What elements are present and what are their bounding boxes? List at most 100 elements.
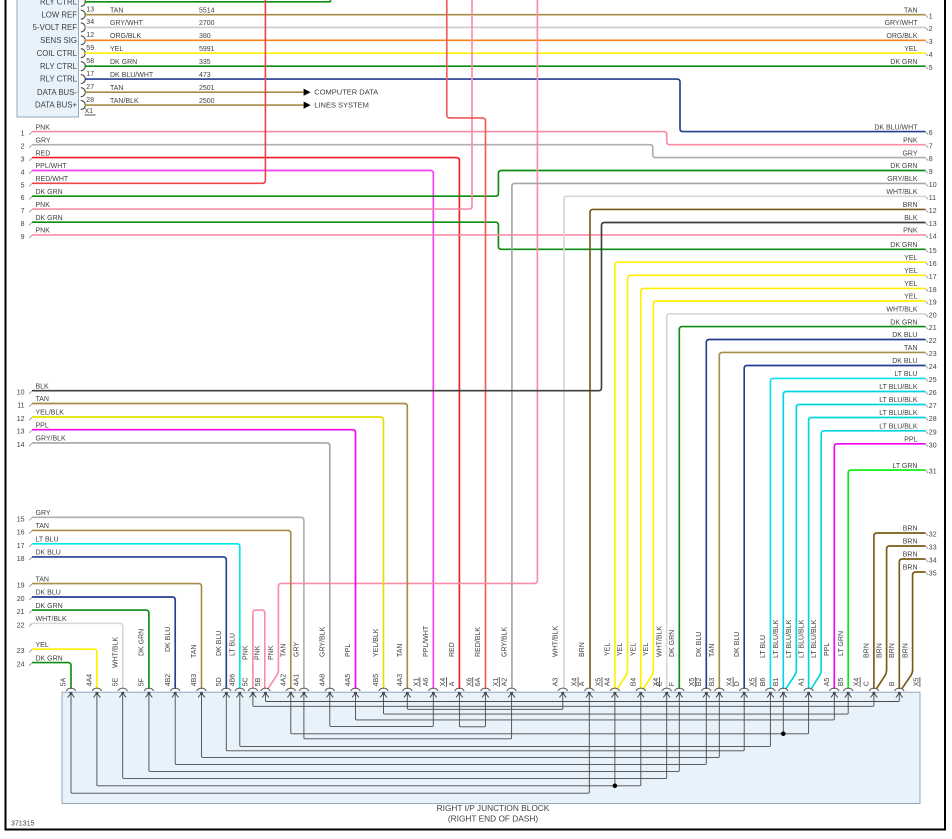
svg-text:YEL: YEL [904, 294, 917, 301]
svg-text:19: 19 [929, 300, 937, 307]
svg-text:LT BLU: LT BLU [894, 371, 917, 378]
svg-text:LOW REF: LOW REF [41, 10, 77, 19]
svg-text:28: 28 [86, 97, 94, 104]
svg-text:2501: 2501 [199, 85, 215, 92]
svg-text:X4: X4 [440, 678, 447, 687]
svg-text:PNK: PNK [36, 124, 51, 131]
svg-text:B4: B4 [631, 678, 638, 687]
svg-text:LT BLU/BLK: LT BLU/BLK [879, 424, 918, 431]
svg-text:5C: 5C [243, 677, 250, 686]
svg-text:13: 13 [86, 6, 94, 13]
svg-text:WHT/BLK: WHT/BLK [886, 307, 917, 314]
svg-text:A3: A3 [553, 678, 560, 687]
svg-text:TAN: TAN [110, 7, 123, 14]
svg-text:PNK: PNK [243, 645, 250, 660]
svg-text:17: 17 [17, 543, 25, 550]
svg-text:TAN: TAN [709, 644, 716, 657]
svg-text:X1: X1 [85, 108, 94, 115]
svg-text:11: 11 [929, 195, 936, 202]
svg-text:PNK: PNK [903, 137, 918, 144]
svg-text:X4: X4 [727, 678, 734, 687]
svg-text:21: 21 [929, 325, 937, 332]
svg-text:24: 24 [929, 364, 937, 371]
svg-text:X5: X5 [749, 678, 756, 687]
svg-text:RED/BLK: RED/BLK [475, 627, 482, 657]
svg-text:RED: RED [449, 642, 456, 657]
svg-text:TAN: TAN [397, 644, 404, 657]
svg-text:YEL: YEL [36, 642, 49, 649]
svg-text:4: 4 [929, 52, 933, 59]
svg-text:ORG/BLK: ORG/BLK [110, 33, 141, 40]
svg-text:DATA BUS-: DATA BUS- [37, 88, 77, 97]
svg-text:15: 15 [929, 248, 937, 255]
svg-text:19: 19 [17, 583, 25, 590]
svg-text:DK BLU: DK BLU [734, 632, 741, 657]
svg-text:GRY/BLK: GRY/BLK [320, 626, 327, 657]
svg-text:1: 1 [929, 13, 933, 20]
svg-text:COMPUTER DATA: COMPUTER DATA [314, 88, 378, 97]
svg-text:SENS SIG: SENS SIG [40, 36, 77, 45]
svg-text:BRN: BRN [579, 642, 586, 657]
svg-text:PPL/WHT: PPL/WHT [423, 625, 430, 657]
svg-text:DK BLU: DK BLU [696, 632, 703, 657]
svg-text:E: E [656, 681, 663, 686]
svg-text:WHT/BLK: WHT/BLK [553, 626, 560, 657]
svg-text:RLY CTRL: RLY CTRL [40, 0, 78, 6]
svg-text:WHT/BLK: WHT/BLK [112, 637, 119, 668]
svg-text:BRN: BRN [902, 643, 909, 658]
svg-text:380: 380 [199, 33, 211, 40]
svg-text:14: 14 [929, 234, 937, 241]
svg-text:4B2: 4B2 [165, 674, 172, 687]
svg-text:A2: A2 [501, 678, 508, 687]
svg-text:PNK: PNK [903, 228, 918, 235]
svg-text:4A3: 4A3 [397, 674, 404, 687]
svg-text:DK BLU: DK BLU [165, 627, 172, 652]
svg-text:12: 12 [86, 32, 94, 39]
svg-text:2700: 2700 [199, 20, 215, 27]
svg-text:GRY: GRY [36, 137, 51, 144]
svg-text:28: 28 [929, 416, 937, 423]
svg-text:7: 7 [21, 208, 25, 215]
svg-text:335: 335 [199, 59, 211, 66]
svg-text:X5: X5 [689, 678, 696, 687]
svg-text:59: 59 [86, 45, 94, 52]
svg-text:DK GRN: DK GRN [890, 163, 917, 170]
svg-text:PNK: PNK [268, 645, 275, 660]
svg-text:DK GRN: DK GRN [890, 59, 917, 66]
svg-text:DK GRN: DK GRN [36, 215, 63, 222]
svg-text:D: D [734, 681, 741, 686]
svg-text:X5: X5 [913, 678, 920, 687]
svg-text:22: 22 [17, 622, 25, 629]
svg-text:LT GRN: LT GRN [838, 631, 845, 656]
svg-text:RIGHT I/P JUNCTION BLOCK: RIGHT I/P JUNCTION BLOCK [437, 803, 550, 813]
svg-text:YEL: YEL [904, 255, 917, 262]
svg-text:DK GRN: DK GRN [890, 242, 917, 249]
svg-text:LINES SYSTEM: LINES SYSTEM [314, 101, 369, 110]
svg-text:5D: 5D [216, 677, 223, 686]
svg-text:DK GRN: DK GRN [36, 603, 63, 610]
svg-text:BRN: BRN [903, 565, 918, 572]
svg-text:18: 18 [929, 287, 937, 294]
svg-text:4: 4 [21, 170, 25, 177]
svg-text:5: 5 [21, 182, 25, 189]
svg-text:11: 11 [17, 403, 24, 410]
svg-text:PPL: PPL [904, 437, 917, 444]
svg-text:A1: A1 [798, 678, 805, 687]
svg-text:473: 473 [199, 72, 211, 79]
svg-text:23: 23 [929, 351, 937, 358]
svg-text:21: 21 [17, 609, 25, 616]
svg-text:18: 18 [17, 556, 25, 563]
svg-text:TAN: TAN [904, 7, 917, 14]
svg-text:RLY CTRL: RLY CTRL [40, 62, 78, 71]
svg-text:9: 9 [929, 169, 933, 176]
svg-text:5: 5 [929, 65, 933, 72]
svg-text:GRY: GRY [902, 150, 917, 157]
svg-text:34: 34 [929, 558, 937, 565]
svg-text:X4: X4 [653, 678, 660, 687]
svg-text:X4: X4 [854, 678, 861, 687]
svg-text:(RIGHT END OF DASH): (RIGHT END OF DASH) [448, 814, 538, 824]
svg-text:A5: A5 [824, 678, 831, 687]
svg-text:LT BLU/BLK: LT BLU/BLK [786, 619, 793, 658]
svg-text:TAN: TAN [191, 645, 198, 658]
svg-text:X4: X4 [572, 678, 579, 687]
